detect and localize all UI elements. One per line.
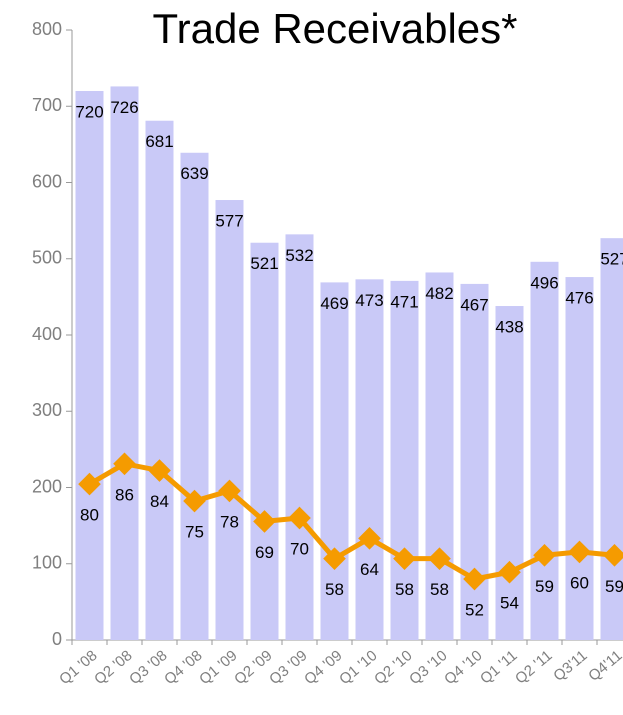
y-tick-label: 0 — [52, 629, 62, 649]
line-value-label: 58 — [395, 580, 414, 599]
x-tick-label: Q4 '10 — [441, 647, 485, 688]
bar — [355, 279, 384, 640]
bar-value-label: 726 — [110, 98, 138, 117]
bar — [110, 86, 139, 641]
y-tick-label: 400 — [32, 324, 62, 344]
line-marker — [568, 540, 591, 564]
y-tick-label: 700 — [32, 95, 62, 115]
x-tick-label: Q2 '10 — [371, 647, 415, 688]
line-marker — [428, 547, 451, 570]
y-tick-label: 600 — [32, 171, 62, 191]
line-value-label: 52 — [465, 600, 484, 619]
bar-value-label: 577 — [215, 212, 243, 231]
line-value-label: 70 — [290, 539, 309, 558]
line-value-label: 84 — [150, 492, 169, 511]
bar — [145, 120, 174, 641]
x-tick-label: Q3'11 — [550, 647, 590, 685]
bar — [215, 200, 244, 640]
line-value-label: 58 — [325, 580, 344, 599]
bar-value-label: 720 — [75, 102, 103, 121]
bar — [390, 280, 419, 640]
line-value-label: 69 — [255, 543, 274, 562]
bar-value-label: 476 — [565, 289, 593, 308]
x-tick-label: Q2 '09 — [231, 647, 275, 688]
x-tick-label: Q1 '08 — [56, 647, 100, 688]
bar-value-label: 473 — [355, 291, 383, 310]
bar — [425, 272, 454, 640]
bar-value-label: 639 — [180, 164, 208, 183]
x-tick-label: Q4'11 — [585, 647, 623, 685]
y-tick-label: 200 — [32, 476, 62, 496]
bar-value-label: 521 — [250, 254, 278, 273]
bar — [75, 91, 104, 640]
x-tick-label: Q3 '09 — [266, 647, 310, 688]
bar-value-label: 438 — [495, 318, 523, 337]
x-tick-label: Q1 '09 — [196, 647, 240, 688]
line-value-label: 60 — [570, 573, 589, 592]
line-marker — [288, 506, 311, 530]
line-marker — [603, 543, 623, 567]
bar-value-label: 471 — [390, 292, 418, 311]
bar-value-label: 681 — [145, 132, 173, 151]
bar-value-label: 496 — [530, 273, 558, 292]
line-marker — [533, 543, 556, 567]
line-marker — [393, 547, 416, 570]
line-marker — [253, 510, 276, 533]
y-tick-label: 800 — [32, 19, 62, 39]
x-tick-label: Q2 '11 — [512, 647, 556, 687]
line-marker — [463, 567, 486, 591]
x-tick-label: Q1 '11 — [477, 647, 521, 687]
x-tick-label: Q4 '08 — [161, 647, 205, 688]
line-value-label: 64 — [360, 560, 379, 579]
line-value-label: 78 — [220, 512, 239, 531]
line-marker — [323, 547, 346, 570]
bar — [495, 306, 524, 640]
y-tick-label: 100 — [32, 553, 62, 573]
x-tick-label: Q2 '08 — [91, 647, 135, 688]
line-value-label: 54 — [500, 594, 519, 613]
bar-value-label: 532 — [285, 246, 313, 265]
line-marker — [358, 527, 381, 550]
line-marker — [498, 560, 521, 584]
bar — [180, 152, 209, 640]
line-marker — [78, 472, 101, 496]
line — [88, 461, 615, 582]
chart-title: Trade Receivables* — [153, 5, 518, 52]
line-value-label: 86 — [115, 485, 134, 504]
line-value-label: 80 — [80, 506, 99, 525]
line-value-label: 58 — [430, 580, 449, 599]
line-value-label: 59 — [605, 577, 623, 596]
bar-value-label: 482 — [425, 284, 453, 303]
bar-value-label: 527 — [600, 250, 623, 269]
x-tick-label: Q3 '10 — [406, 647, 450, 688]
y-tick-label: 300 — [32, 400, 62, 420]
bar-value-label: 467 — [460, 295, 488, 314]
bar — [285, 234, 314, 640]
x-tick-label: Q1 '10 — [336, 647, 380, 688]
bar — [250, 242, 279, 641]
bar — [320, 282, 349, 640]
x-tick-label: Q3 '08 — [126, 647, 170, 688]
y-tick-label: 500 — [32, 248, 62, 268]
bar — [565, 277, 594, 640]
bar — [600, 238, 623, 640]
bar-value-label: 469 — [320, 294, 348, 313]
line-value-label: 59 — [535, 577, 554, 596]
bar — [530, 261, 559, 640]
x-tick-label: Q4 '09 — [301, 647, 345, 688]
line-value-label: 75 — [185, 523, 204, 542]
